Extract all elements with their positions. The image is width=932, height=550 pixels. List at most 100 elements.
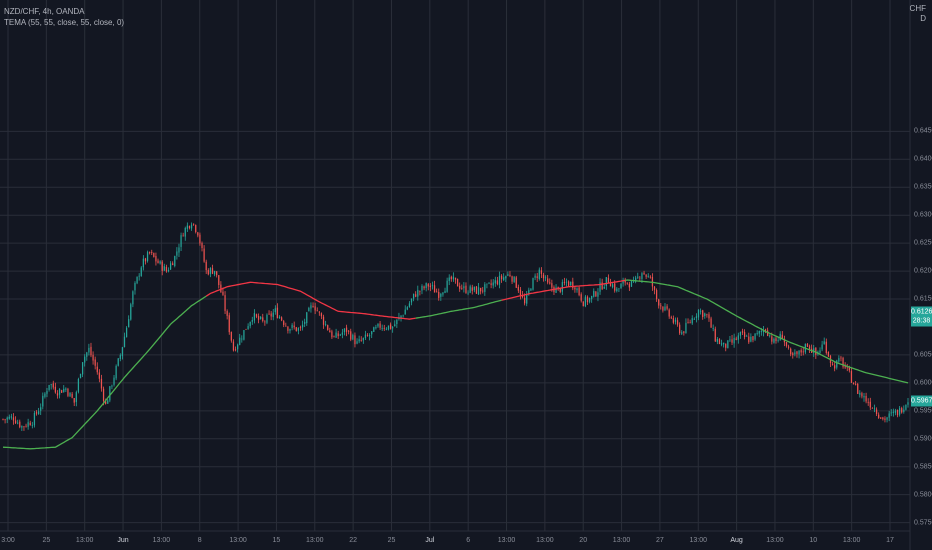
candle-body bbox=[716, 339, 718, 342]
candle-body bbox=[557, 286, 559, 289]
candle-body bbox=[764, 329, 767, 331]
y-tick-label: 0.60500 bbox=[914, 351, 932, 359]
candle-body bbox=[195, 225, 197, 232]
candle-body bbox=[285, 325, 287, 327]
candle-body bbox=[115, 365, 117, 379]
candle-body bbox=[297, 328, 300, 331]
candle-body bbox=[234, 349, 237, 351]
x-tick-label: 13:00 bbox=[75, 537, 94, 544]
candle-body bbox=[649, 276, 651, 278]
y-tick-label: 0.59500 bbox=[914, 407, 932, 415]
tema-segment bbox=[501, 279, 626, 301]
candle-body bbox=[186, 225, 188, 229]
candle-body bbox=[178, 247, 180, 253]
candle-body bbox=[448, 277, 450, 281]
candle-body bbox=[524, 297, 526, 304]
candle-body bbox=[519, 289, 522, 297]
candle-body bbox=[318, 311, 320, 313]
candle-body bbox=[174, 256, 176, 266]
candle-body bbox=[253, 313, 256, 321]
candle-body bbox=[333, 336, 335, 338]
candle-body bbox=[798, 350, 800, 355]
candle-body bbox=[542, 274, 545, 279]
candle-body bbox=[410, 298, 413, 303]
candle-body bbox=[436, 291, 438, 293]
candle-body bbox=[371, 331, 373, 335]
candle-body bbox=[729, 339, 731, 341]
candle-body bbox=[475, 286, 478, 294]
candle-body bbox=[737, 335, 739, 340]
candle-body bbox=[199, 234, 201, 244]
candle-body bbox=[743, 332, 746, 338]
candle-body bbox=[465, 285, 467, 293]
x-tick-label: Jun bbox=[117, 537, 129, 544]
countdown-badge: 28:38 bbox=[911, 315, 932, 327]
candle-body bbox=[136, 276, 138, 284]
candle-body bbox=[815, 347, 817, 355]
candle-body bbox=[792, 353, 794, 356]
y-tick-label: 0.61500 bbox=[914, 295, 932, 303]
candle-body bbox=[132, 291, 134, 305]
candle-body bbox=[396, 319, 398, 324]
candle-body bbox=[878, 414, 880, 418]
candle-body bbox=[350, 331, 352, 340]
candle-body bbox=[735, 338, 737, 340]
candle-body bbox=[561, 282, 563, 292]
x-tick-label: 13:00 bbox=[497, 537, 516, 544]
candle-body bbox=[720, 343, 723, 345]
candle-body bbox=[37, 411, 40, 415]
candle-body bbox=[626, 282, 628, 284]
candle-body bbox=[270, 313, 272, 317]
candle-body bbox=[90, 346, 92, 356]
candle-body bbox=[182, 235, 184, 237]
candle-body bbox=[67, 388, 69, 396]
x-tick-label: 13:00 bbox=[536, 537, 554, 544]
candle-body bbox=[695, 316, 698, 318]
candle-body bbox=[838, 358, 840, 362]
candle-body bbox=[588, 297, 591, 302]
candle-body bbox=[345, 327, 348, 332]
candle-body bbox=[758, 331, 760, 334]
candle-body bbox=[813, 348, 815, 353]
candle-body bbox=[505, 276, 507, 279]
candle-body bbox=[63, 388, 65, 393]
candle-body bbox=[547, 278, 549, 283]
candle-body bbox=[454, 277, 457, 280]
candle-body bbox=[220, 284, 222, 293]
candle-body bbox=[188, 226, 191, 228]
candle-body bbox=[756, 333, 758, 334]
candle-body bbox=[157, 260, 159, 264]
candle-body bbox=[109, 386, 111, 401]
candle-body bbox=[653, 286, 656, 290]
candle-body bbox=[264, 321, 266, 323]
candle-body bbox=[536, 276, 538, 278]
candle-body bbox=[29, 422, 31, 426]
candle-body bbox=[73, 398, 75, 403]
candle-body bbox=[431, 285, 434, 287]
candle-body bbox=[364, 334, 367, 339]
candle-body bbox=[406, 307, 408, 310]
currency-label[interactable]: CHF D bbox=[910, 4, 926, 24]
candle-body bbox=[247, 326, 249, 330]
last-price-badge: 0.59670 bbox=[911, 395, 932, 407]
symbol-title[interactable]: NZD/CHF, 4h, OANDA bbox=[4, 7, 85, 16]
candle-body bbox=[842, 357, 844, 367]
candle-body bbox=[142, 258, 144, 268]
candle-body bbox=[383, 327, 385, 329]
candle-body bbox=[331, 331, 333, 338]
candle-body bbox=[521, 295, 524, 298]
candle-body bbox=[486, 283, 488, 285]
candle-body bbox=[748, 336, 750, 343]
candle-body bbox=[727, 340, 729, 349]
candle-body bbox=[419, 290, 421, 292]
candle-body bbox=[702, 310, 704, 317]
candle-body bbox=[708, 314, 710, 319]
candle-body bbox=[526, 294, 528, 304]
indicator-title[interactable]: TEMA (55, 55, close, 55, close, 0) bbox=[4, 18, 125, 27]
candle-body bbox=[679, 324, 681, 334]
candle-body bbox=[17, 422, 19, 424]
candle-body bbox=[58, 389, 61, 395]
y-tick-label: 0.62000 bbox=[914, 267, 932, 275]
candle-body bbox=[77, 378, 80, 392]
